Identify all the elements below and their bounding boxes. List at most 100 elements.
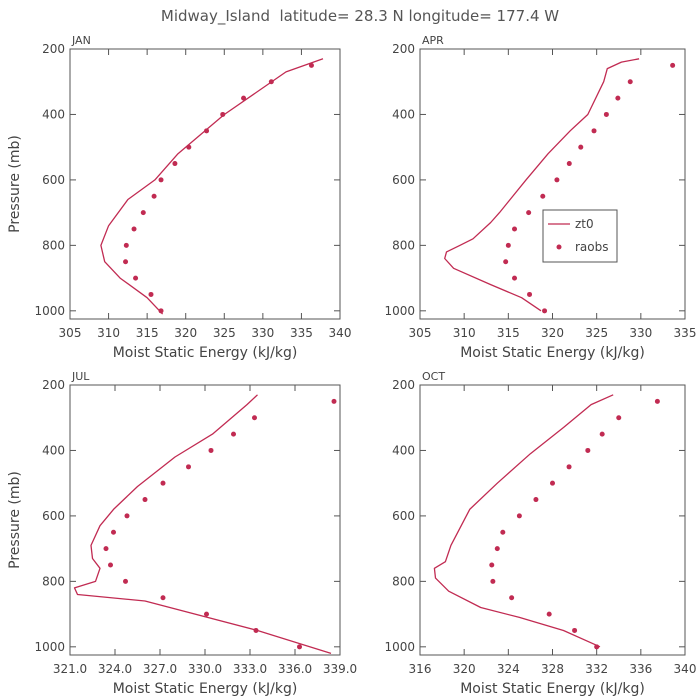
- data-point-raobs: [123, 578, 128, 584]
- y-tick-label: 600: [392, 509, 415, 523]
- x-tick-label: 310: [453, 326, 476, 340]
- x-tick-label: 324: [497, 662, 520, 676]
- x-tick-label: 339.0: [323, 662, 357, 676]
- data-point-raobs: [509, 595, 515, 601]
- x-tick-label: 332: [585, 662, 608, 676]
- data-point-raobs: [616, 415, 622, 421]
- panel-apr: APR 305 310 315 320 325 330 335 200 400 600 800 1000…: [384, 34, 696, 361]
- plot-frame: [419, 48, 686, 320]
- data-point-raobs: [131, 226, 137, 232]
- y-tick-label: 800: [42, 574, 65, 588]
- x-tick-label: 324.0: [98, 662, 132, 676]
- x-tick-label: 305: [59, 326, 82, 340]
- legend: zt0 raobs: [542, 209, 618, 263]
- x-tick-label: 327.0: [143, 662, 177, 676]
- data-point-raobs: [615, 95, 621, 101]
- data-point-raobs: [308, 62, 314, 68]
- data-point-raobs: [505, 242, 511, 248]
- panel-label: JAN: [71, 34, 91, 47]
- x-axis-title: Moist Static Energy (kJ/kg): [460, 345, 645, 361]
- data-point-raobs: [133, 275, 139, 281]
- x-tick-label: 336: [629, 662, 652, 676]
- data-point-raobs: [526, 210, 532, 216]
- data-point-raobs: [489, 562, 495, 568]
- data-point-raobs: [533, 497, 539, 503]
- data-point-raobs: [148, 291, 154, 297]
- y-tick-label: 400: [42, 107, 65, 121]
- x-tick-label: 340: [329, 326, 352, 340]
- y-tick-label: 1000: [34, 640, 65, 654]
- data-point-raobs: [494, 546, 500, 552]
- figure-title: Midway_Island latitude= 28.3 N longitude…: [161, 7, 559, 26]
- data-point-raobs: [108, 562, 113, 568]
- data-point-raobs: [186, 464, 191, 470]
- data-point-raobs: [527, 291, 533, 297]
- y-tick-label: 800: [392, 238, 415, 252]
- y-tick-label: 200: [392, 378, 415, 392]
- data-point-raobs: [204, 128, 210, 134]
- data-point-raobs: [186, 144, 192, 150]
- x-tick-label: 336.0: [278, 662, 312, 676]
- data-point-raobs: [585, 447, 591, 453]
- data-point-raobs: [591, 128, 597, 134]
- y-tick-label: 400: [392, 107, 415, 121]
- panel-jan: JAN 305 310 315 320 325 330 335 340 200 400 600 800 1…: [7, 34, 351, 361]
- data-point-raobs: [172, 161, 178, 167]
- legend-box: [542, 209, 618, 263]
- data-point-raobs: [208, 447, 214, 453]
- x-tick-label: 315: [136, 326, 159, 340]
- series-line-zt0: [444, 58, 640, 312]
- data-point-raobs: [512, 226, 518, 232]
- data-point-raobs: [516, 513, 522, 519]
- x-tick-label: 335: [290, 326, 313, 340]
- x-tick-label: 330: [629, 326, 652, 340]
- y-tick-label: 1000: [384, 304, 415, 318]
- data-point-raobs: [594, 644, 600, 650]
- x-tick-label: 320: [541, 326, 564, 340]
- data-point-raobs: [123, 259, 129, 265]
- data-point-raobs: [158, 177, 164, 183]
- data-point-raobs: [231, 431, 236, 437]
- legend-label: raobs: [575, 240, 609, 254]
- data-point-raobs: [550, 480, 555, 486]
- x-tick-label: 310: [97, 326, 120, 340]
- panel-label: APR: [422, 34, 444, 47]
- y-tick-label: 200: [42, 378, 65, 392]
- panel-label: OCT: [422, 370, 445, 383]
- data-point-raobs: [654, 398, 660, 404]
- x-tick-label: 330.0: [188, 662, 222, 676]
- legend-label: zt0: [575, 217, 594, 231]
- plot-frame: [419, 384, 686, 656]
- x-tick-label: 316: [409, 662, 432, 676]
- series-line-zt0: [100, 58, 324, 315]
- data-point-raobs: [542, 308, 548, 314]
- y-tick-label: 800: [42, 238, 65, 252]
- data-point-raobs: [253, 627, 259, 633]
- panel-oct: OCT 316 320 324 328 332 336 340 200 400 600 800 1000…: [384, 370, 696, 697]
- data-point-raobs: [252, 415, 257, 421]
- x-tick-label: 325: [213, 326, 236, 340]
- data-point-raobs: [123, 242, 129, 248]
- series-line-zt0: [433, 394, 614, 648]
- x-tick-label: 325: [585, 326, 608, 340]
- x-tick-label: 333.0: [233, 662, 267, 676]
- data-point-raobs: [500, 529, 506, 535]
- x-tick-label: 315: [497, 326, 520, 340]
- panel-label: JUL: [71, 370, 90, 383]
- data-point-raobs: [124, 513, 130, 519]
- data-point-raobs: [140, 210, 146, 216]
- y-axis-title: Pressure (mb): [7, 135, 23, 233]
- x-tick-label: 321.0: [53, 662, 87, 676]
- x-tick-label: 340: [674, 662, 697, 676]
- panel-jul: JUL 321.0 324.0 327.0 330.0 333.0 336.0 339.0 20…: [7, 370, 357, 697]
- data-point-raobs: [103, 546, 109, 552]
- legend-point-marker: [556, 244, 562, 250]
- x-axis-title: Moist Static Energy (kJ/kg): [113, 681, 298, 697]
- data-point-raobs: [566, 161, 572, 167]
- y-tick-label: 400: [392, 443, 415, 457]
- data-point-raobs: [204, 611, 209, 617]
- x-tick-label: 320: [174, 326, 197, 340]
- data-point-raobs: [512, 275, 518, 281]
- data-point-raobs: [490, 578, 496, 584]
